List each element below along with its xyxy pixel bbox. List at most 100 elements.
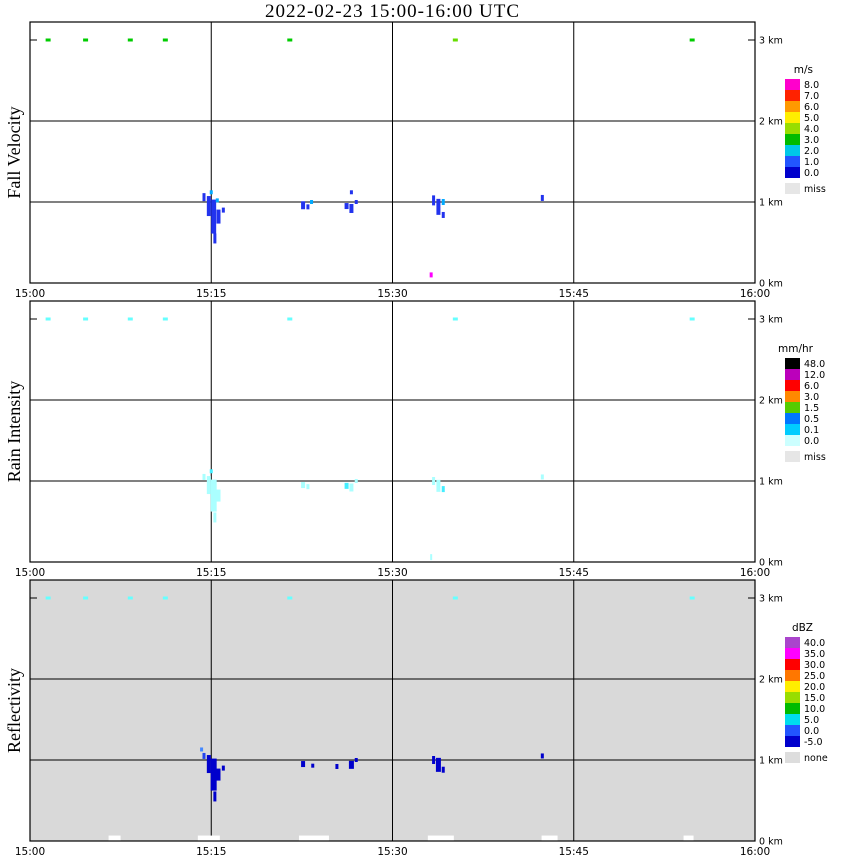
heatmap-cell: [221, 207, 225, 213]
heatmap-cell: [335, 763, 339, 769]
heatmap-cell: [452, 596, 458, 600]
heatmap-cell: [221, 765, 225, 771]
legend-label: 5.0: [804, 113, 819, 124]
heatmap-cell: [206, 196, 211, 217]
x-tick-label: 15:15: [196, 846, 226, 858]
x-tick-label: 15:30: [377, 567, 407, 579]
y-tick-label: 3 km: [759, 315, 783, 326]
legend-swatch: [785, 101, 800, 112]
y-tick-label: 3 km: [759, 594, 783, 605]
x-tick-label: 15:45: [559, 846, 589, 858]
heatmap-cell: [430, 554, 433, 561]
legend-swatch: [785, 424, 800, 435]
heatmap-cell: [354, 479, 358, 483]
x-tick-label: 15:00: [15, 288, 45, 300]
heatmap-cell: [436, 479, 441, 492]
heatmap-cell: [206, 755, 211, 774]
heatmap-cell: [689, 596, 695, 600]
heatmap-cell: [354, 758, 358, 762]
heatmap-cell: [197, 835, 220, 842]
heatmap-cell: [45, 317, 51, 321]
x-tick-label: 16:00: [740, 846, 770, 858]
heatmap-cell: [287, 596, 293, 600]
heatmap-cell: [452, 38, 458, 42]
legend-missing-swatch: [785, 451, 800, 462]
legend-label: 10.0: [804, 704, 825, 715]
heatmap-cell: [689, 38, 695, 42]
legend-label: 1.5: [804, 403, 819, 414]
heatmap-cell: [441, 486, 445, 493]
legend-swatch: [785, 123, 800, 134]
heatmap-cell: [349, 203, 354, 213]
heatmap-cell: [215, 198, 219, 203]
legend-swatch: [785, 90, 800, 101]
heatmap-cell: [344, 482, 349, 489]
heatmap-cell: [348, 760, 354, 769]
x-tick-label: 16:00: [740, 288, 770, 300]
legend-swatch: [785, 637, 800, 648]
heatmap-cell: [200, 747, 204, 752]
legend-label: 6.0: [804, 102, 819, 113]
legend-fall-velocity: m/s 8.07.06.05.04.03.02.01.00.0 miss: [785, 64, 826, 195]
legend-label: 5.0: [804, 715, 819, 726]
x-tick-label: 15:15: [196, 288, 226, 300]
heatmap-cell: [354, 200, 358, 204]
heatmap-cell: [211, 199, 217, 234]
heatmap-cell: [45, 38, 51, 42]
heatmap-cell: [162, 596, 168, 600]
legend-title: m/s: [794, 64, 813, 76]
legend-swatch: [785, 736, 800, 747]
heatmap-cell: [162, 38, 168, 42]
heatmap-cell: [83, 317, 89, 321]
y-tick-label: 1 km: [759, 198, 783, 209]
y-tick-label: 0 km: [759, 558, 783, 569]
heatmap-cell: [432, 195, 436, 206]
legend-reflectivity: dBZ 40.035.030.025.020.015.010.05.00.0-5.…: [785, 622, 828, 764]
legend-label: 0.0: [804, 168, 819, 179]
heatmap-cell: [432, 477, 436, 485]
y-tick-label: 2 km: [759, 117, 783, 128]
legend-label: 8.0: [804, 80, 819, 91]
heatmap-cell: [540, 194, 544, 201]
legend-swatch: [785, 714, 800, 725]
legend-missing-label: miss: [804, 184, 826, 195]
heatmap-cell: [541, 835, 558, 842]
heatmap-cell: [127, 596, 133, 600]
heatmap-cell: [349, 483, 354, 492]
heatmap-cell: [436, 198, 441, 215]
legend-label: 0.0: [804, 726, 819, 737]
legend-label: -5.0: [804, 737, 823, 748]
legend-swatch: [785, 145, 800, 156]
legend-swatch: [785, 112, 800, 123]
legend-rain-intensity: mm/hr 48.012.06.03.01.50.50.10.0 miss: [778, 343, 826, 463]
legend-missing-label: none: [804, 753, 828, 764]
heatmap-cell: [216, 489, 221, 502]
legend-label: 20.0: [804, 682, 825, 693]
heatmap-cell: [301, 482, 306, 489]
heatmap-cell: [435, 757, 441, 772]
heatmap-cell: [310, 200, 314, 204]
heatmap-cell: [441, 211, 445, 218]
heatmap-cell: [427, 835, 454, 842]
heatmap-cell: [306, 484, 310, 490]
heatmap-cell: [108, 835, 121, 842]
heatmap-cell: [202, 193, 206, 202]
legend-title: mm/hr: [778, 343, 814, 355]
heatmap-cell: [689, 317, 695, 321]
heatmap-cell: [202, 752, 206, 759]
heatmap-cell: [213, 233, 217, 244]
panel-border: [29, 300, 756, 563]
legend-label: 3.0: [804, 135, 819, 146]
legend-swatch: [785, 659, 800, 670]
legend-swatch: [785, 725, 800, 736]
heatmap-cell: [683, 835, 694, 842]
heatmap-cell: [162, 317, 168, 321]
heatmap-cell: [349, 190, 353, 195]
heatmap-cell: [202, 473, 206, 480]
heatmap-cell: [127, 38, 133, 42]
heatmap-cell: [209, 469, 213, 474]
legend-label: 0.5: [804, 414, 819, 425]
x-tick-label: 15:45: [559, 288, 589, 300]
